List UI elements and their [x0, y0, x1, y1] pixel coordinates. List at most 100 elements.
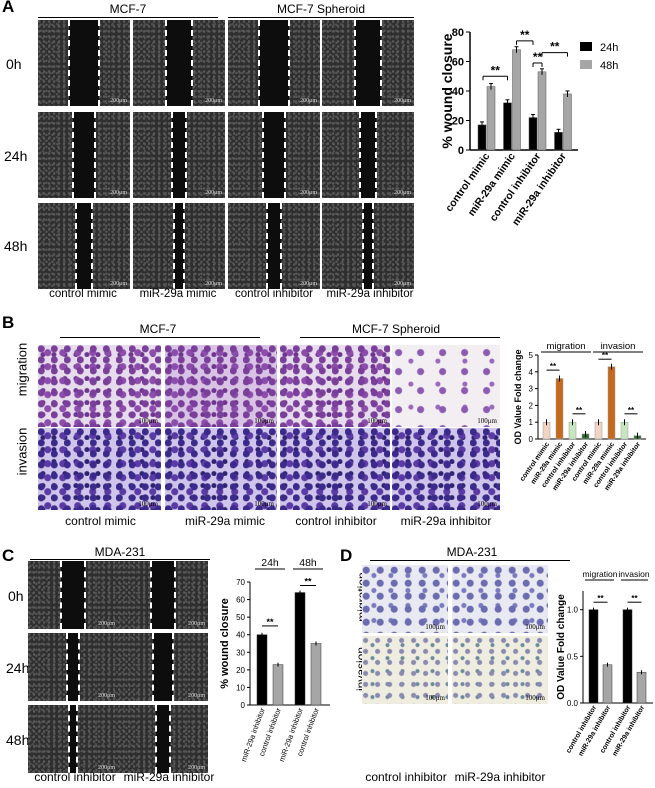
wound-edge-line — [262, 112, 264, 198]
chart-a-bar-1-3 — [563, 93, 572, 151]
panel-a-scale-bar: 200μm — [110, 98, 127, 104]
panel-a-image-r0-c0: 200μm — [38, 20, 130, 106]
wound-gap — [363, 203, 373, 289]
panel-b-col-mir29a-mimic: miR-29a mimic — [184, 514, 265, 528]
panel-a-image-r0-c2: 200μm — [228, 20, 320, 106]
chart-d-ytick-label: 1.0 — [567, 606, 579, 615]
panel-b-scale-bar: 100μm — [367, 500, 387, 508]
wound-edge-line — [72, 112, 74, 198]
chart-a-ytick-label: 40 — [452, 86, 464, 98]
panel-a-scale-bar: 200μm — [110, 190, 127, 196]
panel-a-col-mir29a-inhibitor: miR-29a inhibitor — [326, 288, 414, 300]
panel-a-scale-bar: 200μm — [300, 190, 317, 196]
wound-gap — [76, 203, 92, 289]
panel-b-scale-bar: 100μm — [138, 417, 158, 425]
chart-c-ytick-label: 0 — [241, 701, 246, 710]
chart-a-bar-0-1 — [503, 102, 512, 151]
chart-a-legend-label-1: 48h — [600, 60, 618, 72]
chart-c-ytick-label: 50 — [236, 613, 245, 622]
chart-c-group-48h: 48h — [299, 557, 317, 569]
panel-a-col-control-mimic: control mimic — [49, 288, 117, 300]
chart-c-ytick-label: 20 — [236, 666, 245, 675]
wound-edge-line — [173, 203, 175, 289]
panel-d-header: MDA-231 — [446, 545, 498, 559]
wound-edge-line — [372, 203, 374, 289]
panel-a-image-r2-c2: 200μm — [228, 203, 320, 289]
panel-d-scale-bar: 100μm — [525, 623, 545, 631]
chart-b-bar-5 — [607, 366, 616, 440]
chart-a-bar-1-0 — [486, 86, 496, 151]
panel-c-col-control-inhibitor: control inhibitor — [34, 770, 116, 784]
chart-c-group-24h: 24h — [261, 557, 279, 569]
panel-c-header: MDA-231 — [94, 545, 146, 559]
wound-gap — [67, 633, 79, 701]
panel-d-image-r0-c1: 100μm — [452, 565, 548, 633]
chart-b-bar-1 — [555, 378, 564, 440]
panel-a-row-24h: 24h — [4, 148, 28, 164]
wound-edge-line — [60, 561, 62, 629]
wound-edge-line — [280, 203, 282, 289]
chart-a-legend-swatch-1 — [580, 60, 592, 69]
panel-a-scale-bar: 200μm — [205, 98, 222, 104]
chart-c-ylabel: % wound closure — [219, 598, 231, 688]
wound-edge-line — [68, 20, 70, 106]
wound-gap — [355, 20, 381, 106]
panel-a-scale-bar: 200μm — [205, 281, 222, 287]
wound-edge-line — [288, 20, 290, 106]
panel-a-scale-bar: 200μm — [300, 98, 317, 104]
wound-gap — [263, 112, 285, 198]
chart-d-bar-1 — [602, 664, 613, 704]
panel-a-image-r0-c3: 200μm — [322, 20, 414, 106]
chart-d-sig-2-label: ** — [631, 594, 638, 603]
wound-edge-line — [75, 203, 77, 289]
chart-d-ytick-label: 0.0 — [567, 699, 579, 708]
chart-b-sig-1-label: ** — [550, 362, 557, 371]
panel-a-col-control-inhibitor: control inhibitor — [235, 288, 313, 300]
wound-edge-line — [375, 112, 377, 198]
wound-gap — [174, 203, 184, 289]
panel-c-row-24h: 24h — [6, 660, 30, 676]
wound-gap — [153, 633, 173, 701]
panel-a-col-mir29a-mimic: miR-29a mimic — [139, 288, 217, 300]
wound-edge-line — [284, 112, 286, 198]
panel-b-image-r1-c3: 100μm — [392, 428, 500, 510]
panel-b-label: B — [2, 313, 15, 332]
chart-b-group-invasion: invasion — [601, 341, 636, 352]
chart-c-bar-3 — [310, 643, 322, 706]
panel-a-header-line-1 — [38, 17, 218, 18]
chart-b-ylabel: OD Value Fold change — [513, 349, 523, 444]
chart-d-bar-3 — [636, 671, 647, 704]
chart-a-sig-4-label: ** — [550, 40, 560, 54]
chart-a-bar-1-2 — [537, 71, 547, 151]
chart-d-ytick-label: 0.5 — [567, 652, 579, 661]
panel-b-header-line-2 — [300, 337, 500, 338]
panel-a-row-48h: 48h — [4, 238, 28, 254]
wound-gap — [259, 20, 289, 106]
chart-a-sig-2-label: ** — [520, 28, 530, 42]
panel-b-row-invasion: invasion — [14, 427, 30, 476]
panel-c-row-48h: 48h — [6, 732, 30, 748]
wound-edge-line — [258, 20, 260, 106]
panel-c-image-r0-c1: 200μm — [118, 561, 208, 629]
panel-a-image-r1-c3: 200μm — [322, 112, 414, 198]
chart-b-ytick-label: 2 — [529, 401, 534, 410]
wound-edge-line — [68, 705, 70, 773]
panel-d-col-mir29a-inhibitor: miR-29a inhibitor — [454, 770, 546, 784]
panel-d-scale-bar: 100μm — [525, 694, 545, 702]
wound-edge-line — [165, 20, 167, 106]
chart-c-ytick-label: 40 — [236, 631, 245, 640]
chart-a-ytick-label: 20 — [452, 116, 464, 128]
panel-b-image-r0-c3: 100μm — [392, 345, 500, 427]
chart-d-bar-2 — [622, 609, 633, 704]
panel-a-header-mcf7: MCF-7 — [109, 2, 147, 16]
wound-edge-line — [84, 561, 86, 629]
panel-a-scale-bar: 200μm — [394, 98, 411, 104]
chart-b-ytick-label: 4 — [529, 368, 534, 377]
panel-a-scale-bar: 200μm — [394, 281, 411, 287]
panel-b-image-r0-c0: 100μm — [38, 345, 161, 427]
panel-a-row-0h: 0h — [6, 56, 22, 72]
chart-a-ytick-label: 0 — [458, 145, 464, 157]
chart-a-legend-label-0: 24h — [600, 42, 618, 54]
chart-d-bar-0 — [588, 609, 599, 704]
